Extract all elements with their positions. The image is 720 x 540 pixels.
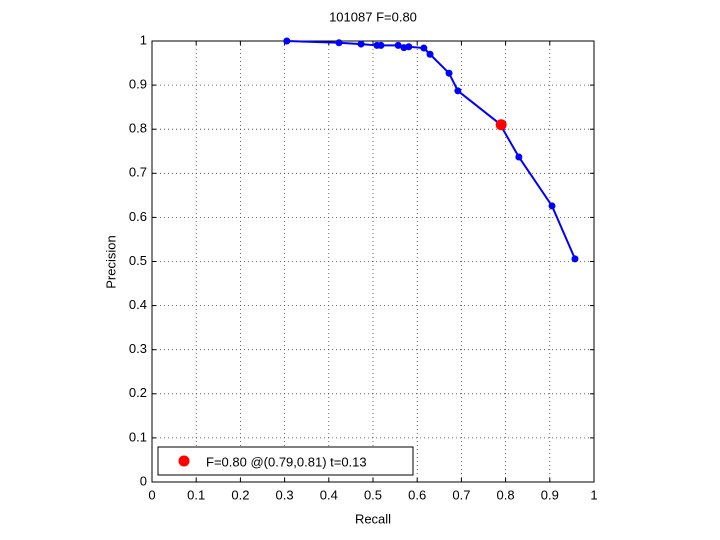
- pr-curve: [286, 40, 576, 260]
- curve-point: [454, 87, 462, 95]
- y-tick-label: 0.4: [129, 297, 147, 312]
- best-f-point: [495, 119, 507, 131]
- y-tick-label: 0.7: [129, 165, 147, 180]
- curve-point: [357, 40, 365, 48]
- curve-point: [283, 37, 291, 45]
- x-tick-label: 0.3: [276, 487, 294, 502]
- y-tick-label: 0.8: [129, 121, 147, 136]
- y-tick-label: 0.1: [129, 429, 147, 444]
- curve-point: [445, 69, 453, 77]
- curve-point: [420, 44, 428, 52]
- y-tick-label: 0.3: [129, 341, 147, 356]
- y-tick-label: 0.2: [129, 385, 147, 400]
- x-tick-label: 0: [148, 487, 155, 502]
- x-tick-label: 0.6: [408, 487, 426, 502]
- x-tick-label: 1: [590, 487, 597, 502]
- y-tick-label: 1: [140, 32, 147, 47]
- curve-point: [515, 153, 523, 161]
- chart-title: 101087 F=0.80: [329, 9, 417, 24]
- curve-point: [405, 43, 413, 51]
- curve-point: [335, 39, 343, 47]
- plot-frame: [151, 40, 595, 483]
- y-tick-label: 0.6: [129, 209, 147, 224]
- y-axis-label: Precision: [103, 235, 118, 288]
- y-tick-label: 0.9: [129, 77, 147, 92]
- x-tick-label: 0.4: [320, 487, 338, 502]
- y-tick-label: 0: [140, 473, 147, 488]
- x-tick-label: 0.1: [187, 487, 205, 502]
- curve-point: [571, 255, 579, 263]
- x-axis-label: Recall: [355, 511, 391, 526]
- curve-point: [394, 41, 402, 49]
- curve-point: [548, 202, 556, 210]
- x-tick-label: 0.5: [364, 487, 382, 502]
- legend-marker: [178, 455, 190, 467]
- curve-point: [426, 50, 434, 58]
- y-tick-label: 0.5: [129, 253, 147, 268]
- x-tick-label: 0.7: [452, 487, 470, 502]
- legend-box: [157, 446, 414, 476]
- x-tick-label: 0.2: [231, 487, 249, 502]
- x-tick-label: 0.9: [541, 487, 559, 502]
- curve-point: [377, 41, 385, 49]
- legend-label: F=0.80 @(0.79,0.81) t=0.13: [206, 454, 367, 469]
- x-tick-label: 0.8: [497, 487, 515, 502]
